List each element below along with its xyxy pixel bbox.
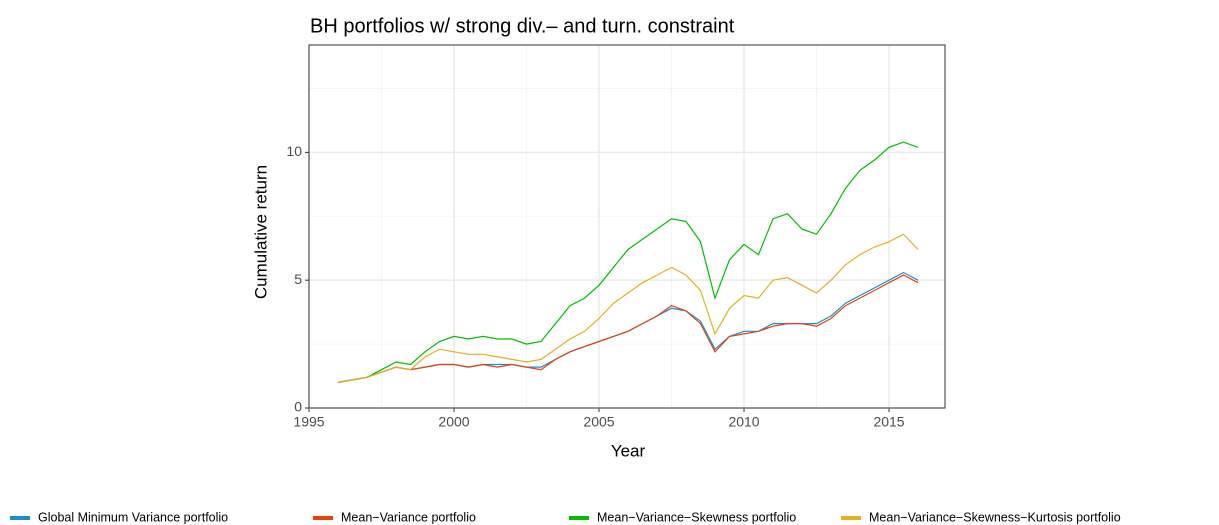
y-axis-label: Cumulative return — [251, 165, 270, 299]
legend-label: Global Minimum Variance portfolio — [38, 510, 228, 524]
y-tick-label: 10 — [286, 143, 302, 159]
series-line — [337, 271, 919, 383]
x-tick-label: 1995 — [293, 414, 324, 430]
series-line — [337, 274, 919, 383]
legend-label: Mean−Variance−Skewness portfolio — [597, 510, 796, 524]
panel-border — [308, 44, 946, 409]
x-tick-label: 2005 — [583, 414, 614, 430]
legend-label: Mean−Variance portfolio — [341, 510, 476, 524]
y-tick-label: 0 — [294, 399, 302, 415]
legend-label: Mean−Variance−Skewness−Kurtosis portfoli… — [869, 510, 1121, 524]
x-tick-label: 2015 — [873, 414, 904, 430]
chart-title: BH portfolios w/ strong div.– and turn. … — [310, 15, 735, 37]
x-axis-label: Year — [611, 441, 646, 460]
y-tick-label: 5 — [294, 271, 302, 287]
series-line — [337, 233, 919, 383]
x-tick-label: 2000 — [438, 414, 469, 430]
series-line — [337, 141, 919, 383]
x-tick-label: 2010 — [728, 414, 759, 430]
